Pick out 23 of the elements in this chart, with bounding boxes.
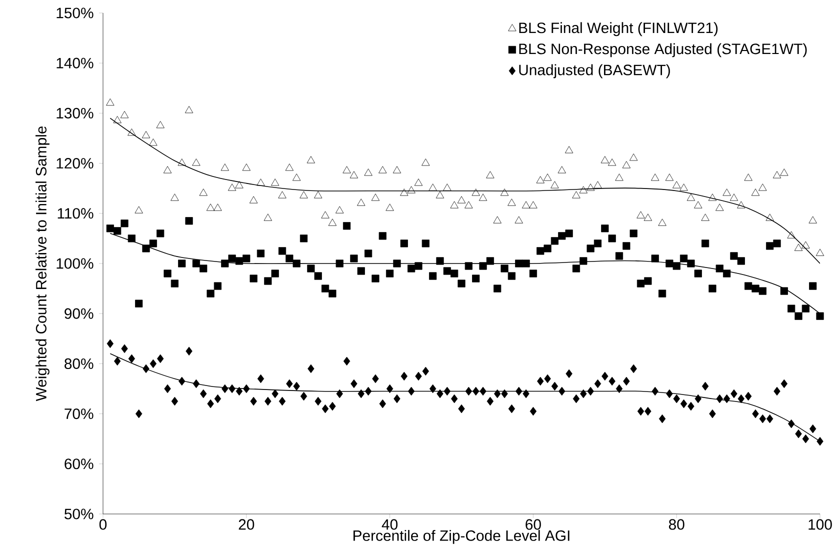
y-tick-label: 90% bbox=[64, 308, 94, 319]
y-tick-label: 50% bbox=[64, 508, 94, 520]
x-axis-title: Percentile of Zip-Code Level AGI bbox=[354, 530, 570, 544]
legend-label: Unadjusted (BASEWT) bbox=[519, 64, 670, 78]
y-tick-label: 60% bbox=[64, 458, 94, 470]
legend-label: BLS Non-Response Adjusted (STAGE1WT) bbox=[519, 43, 807, 58]
y-tick-label: 130% bbox=[56, 108, 94, 118]
y-tick-label: 100% bbox=[56, 258, 94, 269]
legend-label: BLS Final Weight (FINLWT21) bbox=[519, 22, 718, 36]
y-tick-label: 110% bbox=[58, 208, 94, 219]
x-tick-label: 40 bbox=[382, 519, 398, 530]
x-tick-label: 100 bbox=[808, 519, 832, 530]
y-tick-label: 140% bbox=[56, 58, 94, 68]
y-tick-label: 70% bbox=[64, 408, 94, 420]
x-tick-label: 0 bbox=[99, 519, 107, 530]
y-tick-label: 80% bbox=[64, 358, 94, 369]
y-tick-label: 120% bbox=[56, 158, 94, 169]
y-tick-label: 150% bbox=[56, 8, 94, 18]
x-tick-label: 20 bbox=[238, 519, 254, 530]
y-axis-title: Weighted Count Relative to Initial Sample bbox=[36, 126, 50, 402]
line-series bbox=[110, 118, 820, 264]
x-tick-label: 60 bbox=[526, 519, 541, 530]
x-tick-label: 80 bbox=[668, 519, 684, 530]
